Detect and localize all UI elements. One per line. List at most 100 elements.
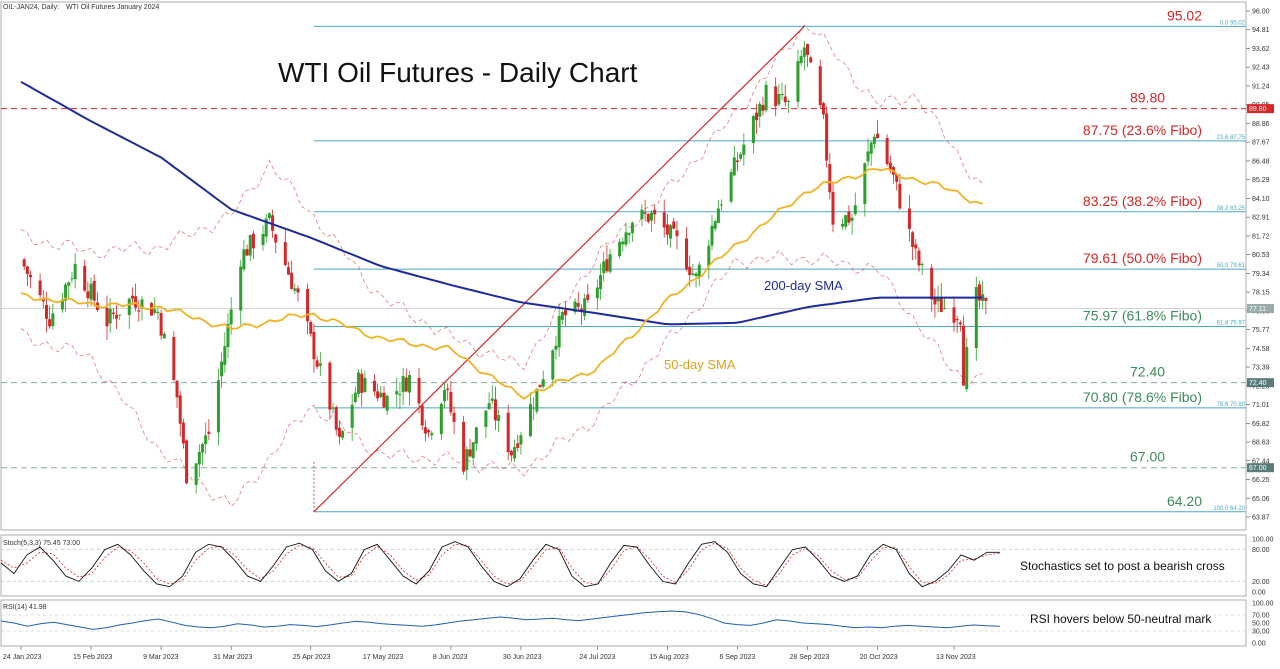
y-tick-label: 80.53 <box>1252 252 1270 259</box>
candle-body <box>468 449 472 457</box>
candle-body <box>777 94 781 105</box>
candle-body <box>627 233 631 235</box>
candle-body <box>248 234 252 256</box>
candle-body <box>363 378 367 393</box>
bollinger-lower <box>20 249 983 508</box>
candle-body <box>586 294 590 300</box>
candle-body <box>484 410 488 427</box>
candle-body <box>452 412 456 422</box>
candle-body <box>735 160 739 163</box>
y-tick-label: 94.81 <box>1252 27 1270 34</box>
candle-body <box>516 443 520 448</box>
candle-body <box>175 380 179 398</box>
candle-body <box>506 412 510 453</box>
price-tag-text: 89.80 <box>1249 106 1267 113</box>
moving-averages-layer <box>20 81 983 400</box>
candle-body <box>315 360 319 367</box>
candle-body <box>487 403 491 409</box>
candle-body <box>662 212 666 228</box>
level-label: 67.00 <box>1130 449 1165 465</box>
candle-body <box>427 430 431 433</box>
candle-body <box>907 208 911 229</box>
y-tick-label: 69.82 <box>1252 421 1270 428</box>
candle-body <box>541 379 545 387</box>
rsi-y-tick: 70.00 <box>1252 613 1270 620</box>
candle-body <box>29 274 33 278</box>
y-tick-label: 86.48 <box>1252 158 1270 165</box>
candle-body <box>379 392 383 398</box>
candle-body <box>185 440 189 484</box>
x-tick-label: 24 Jul 2023 <box>579 654 615 661</box>
candle-body <box>665 224 669 235</box>
candle-body <box>729 172 733 202</box>
candle-body <box>716 208 720 223</box>
candle-body <box>306 288 310 322</box>
candle-body <box>261 234 265 246</box>
candle-body <box>334 407 338 430</box>
y-tick-label: 74.58 <box>1252 346 1270 353</box>
candle-body <box>554 345 558 350</box>
candle-body <box>863 163 867 205</box>
candle-body <box>710 225 714 246</box>
candle-body <box>688 266 692 276</box>
sma200-line <box>20 81 983 326</box>
candle-body <box>271 215 275 231</box>
candle-body <box>869 142 873 154</box>
candle-body <box>73 263 77 280</box>
candle-body <box>618 241 622 257</box>
y-tick-label: 75.77 <box>1252 327 1270 334</box>
candle-body <box>118 314 122 316</box>
candle-body <box>67 282 71 286</box>
candle-body <box>86 291 90 299</box>
sma50-line <box>20 167 983 400</box>
stoch-y-tick: 0.00 <box>1252 590 1266 597</box>
candle-body <box>83 266 87 291</box>
fibo-label: 83.25 (38.2% Fibo) <box>1083 193 1202 209</box>
candle-body <box>105 307 109 327</box>
y-tick-label: 88.86 <box>1252 121 1270 128</box>
candle-body <box>917 250 921 266</box>
candle-body <box>742 144 746 155</box>
candle-body <box>828 164 832 193</box>
candle-body <box>640 209 644 220</box>
candle-body <box>274 234 278 243</box>
candle-body <box>70 278 74 280</box>
candle-body <box>509 451 513 456</box>
candle-body <box>939 297 943 312</box>
candle-body <box>89 283 93 300</box>
sma50-label: 50-day SMA <box>664 357 736 372</box>
candle-body <box>197 451 201 465</box>
candle-body <box>439 403 443 435</box>
candle-body <box>962 325 966 386</box>
candle-body <box>239 266 243 311</box>
candle-body <box>876 133 880 139</box>
x-tick-label: 24 Jan 2023 <box>3 654 42 661</box>
candle-body <box>713 221 717 229</box>
y-tick-label: 82.91 <box>1252 215 1270 222</box>
stoch-y-tick: 80.00 <box>1252 547 1270 554</box>
candle-body <box>844 215 848 227</box>
candle-body <box>783 96 787 103</box>
candle-body <box>497 415 501 422</box>
indicators-layer <box>0 541 1001 630</box>
candle-body <box>48 319 52 327</box>
y-tick-label: 96.00 <box>1252 9 1270 16</box>
candle-body <box>866 151 870 162</box>
y-tick-label: 85.29 <box>1252 177 1270 184</box>
fibo-tag: 50.0 79.61 <box>1217 263 1246 269</box>
rsi-note: RSI hovers below 50-neutral mark <box>1030 612 1212 626</box>
rsi-line <box>0 610 1001 630</box>
candle-body <box>172 336 176 380</box>
y-tick-label: 67.44 <box>1252 458 1270 465</box>
candle-body <box>697 264 701 278</box>
candle-body <box>159 313 163 336</box>
candle-body <box>564 309 568 316</box>
candle-body <box>761 105 765 111</box>
candle-body <box>720 204 724 206</box>
candle-body <box>796 61 800 102</box>
candle-body <box>150 303 154 316</box>
candle-body <box>178 395 182 424</box>
rsi-panel-frame <box>0 599 1247 647</box>
candle-body <box>821 103 825 115</box>
candle-body <box>216 380 220 433</box>
